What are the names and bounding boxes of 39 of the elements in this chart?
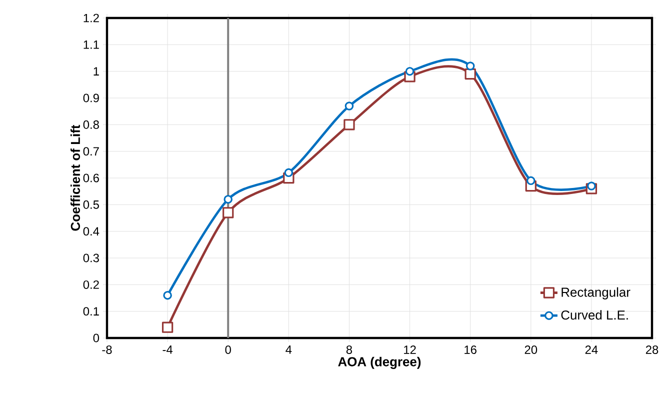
y-tick-label: 0.6 xyxy=(83,174,99,182)
x-tick-label: 12 xyxy=(404,346,416,354)
x-tick-label: 20 xyxy=(524,346,538,354)
point xyxy=(405,66,414,76)
y-tick-label: 0.1 xyxy=(83,307,99,316)
y-tick-label: 1.1 xyxy=(84,40,99,49)
x-tick-label: 28 xyxy=(646,346,658,354)
point xyxy=(344,102,354,110)
y-tick-label: 0.8 xyxy=(83,120,99,129)
point xyxy=(466,62,475,70)
x-tick-label: 24 xyxy=(585,346,598,354)
legend-label: Curved L.E. xyxy=(561,310,628,320)
point xyxy=(163,290,172,300)
point xyxy=(464,68,476,80)
y-tick-label: 0.2 xyxy=(83,280,99,289)
x-tick-label: -8 xyxy=(102,346,112,354)
x-tick-label: 0 xyxy=(225,346,231,354)
point xyxy=(222,207,234,218)
point xyxy=(344,119,355,130)
legend-label: Rectangular xyxy=(562,287,630,300)
point xyxy=(284,168,294,178)
y-tick-label: 1 xyxy=(94,67,99,76)
x-axis-title: AOA (degree) xyxy=(338,356,421,369)
y-axis-title: Coefficient of Lift xyxy=(70,124,80,231)
x-tick-label: 8 xyxy=(346,346,352,354)
y-tick-label: 0.7 xyxy=(83,147,99,156)
y-tick-label: 0.5 xyxy=(83,200,99,209)
x-tick-label: -4 xyxy=(162,346,173,354)
x-tick-label: 16 xyxy=(464,346,476,354)
y-tick-label: 0.9 xyxy=(83,94,99,102)
y-tick-label: 0.3 xyxy=(83,254,99,262)
point xyxy=(587,182,596,190)
point xyxy=(526,176,536,186)
y-tick-label: 0.4 xyxy=(83,227,100,236)
point xyxy=(162,322,174,333)
point xyxy=(224,194,232,204)
y-tick-label: 1.2 xyxy=(84,14,99,22)
x-tick-label: 4 xyxy=(286,346,292,354)
y-tick-label: 0 xyxy=(93,334,100,342)
